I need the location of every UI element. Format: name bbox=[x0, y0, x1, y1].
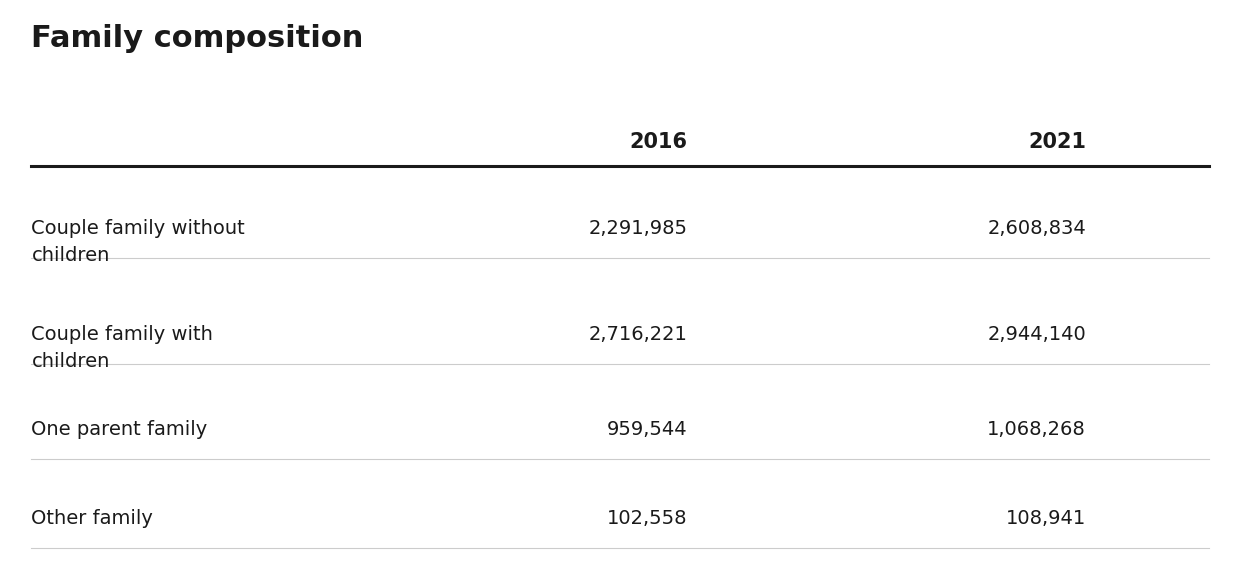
Text: Couple family with
children: Couple family with children bbox=[31, 325, 213, 371]
Text: 959,544: 959,544 bbox=[606, 420, 687, 439]
Text: 2021: 2021 bbox=[1028, 132, 1086, 152]
Text: Couple family without
children: Couple family without children bbox=[31, 219, 246, 264]
Text: Other family: Other family bbox=[31, 509, 154, 529]
Text: 2,944,140: 2,944,140 bbox=[987, 325, 1086, 344]
Text: 102,558: 102,558 bbox=[606, 509, 687, 529]
Text: 2,291,985: 2,291,985 bbox=[589, 219, 687, 238]
Text: 2,716,221: 2,716,221 bbox=[589, 325, 687, 344]
Text: 2016: 2016 bbox=[630, 132, 687, 152]
Text: 2,608,834: 2,608,834 bbox=[987, 219, 1086, 238]
Text: One parent family: One parent family bbox=[31, 420, 208, 439]
Text: 108,941: 108,941 bbox=[1006, 509, 1086, 529]
Text: Family composition: Family composition bbox=[31, 23, 363, 53]
Text: 1,068,268: 1,068,268 bbox=[987, 420, 1086, 439]
